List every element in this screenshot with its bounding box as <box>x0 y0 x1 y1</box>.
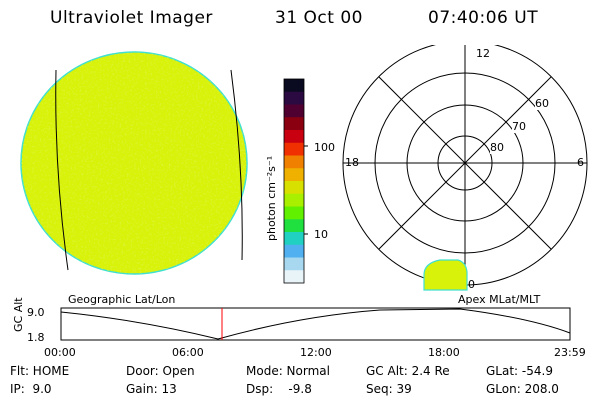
aurora-speckle <box>21 52 247 274</box>
colorbar-step <box>284 244 304 258</box>
gain-status: Gain: 13 <box>126 382 177 396</box>
ip-status: IP: 9.0 <box>10 382 52 396</box>
orbit-xtick-1200: 12:00 <box>300 346 332 359</box>
colorbar-step <box>284 181 304 195</box>
geo-panel-label: Geographic Lat/Lon <box>68 293 176 306</box>
longitude-line-east <box>230 69 243 261</box>
colorbar-step <box>284 91 304 105</box>
colorbar: photon cm⁻²s⁻¹ <box>265 78 308 284</box>
colorbar-scale <box>284 79 304 284</box>
colorbar-step <box>284 257 304 271</box>
colorbar-step <box>284 130 304 144</box>
colorbar-step <box>284 168 304 182</box>
colorbar-step <box>284 155 304 169</box>
lat-label-70: 70 <box>512 120 526 133</box>
lat-label-80: 80 <box>490 141 504 154</box>
orbit-altitude-plot <box>60 307 571 341</box>
mode-status: Mode: Normal <box>246 364 330 378</box>
colorbar-step <box>284 219 304 233</box>
earth-disk-image <box>20 51 248 275</box>
dsp-status: Dsp: -9.8 <box>246 382 312 396</box>
orbit-xtick-0600: 06:00 <box>172 346 204 359</box>
orbit-xtick-2359: 23:59 <box>554 346 586 359</box>
filter-status: Flt: HOME <box>10 364 70 378</box>
polar-mlt-plot <box>342 45 588 291</box>
instrument-title: Ultraviolet Imager <box>50 8 213 28</box>
observation-date: 31 Oct 00 <box>275 8 363 28</box>
altitude-curve <box>60 308 571 340</box>
orbit-ytick-9: 9.0 <box>27 306 45 319</box>
colorbar-unit-label: photon cm⁻²s⁻¹ <box>265 156 278 241</box>
gc-alt-status: GC Alt: 2.4 Re <box>366 364 450 378</box>
lat-label-60: 60 <box>535 97 549 110</box>
orbit-axis-label: GC Alt <box>12 297 25 332</box>
observation-time: 07:40:06 UT <box>428 8 539 28</box>
orbit-xtick-0000: 00:00 <box>44 346 76 359</box>
mlt-label-0: 0 <box>468 278 475 291</box>
colorbar-tick-10: 10 <box>314 228 328 241</box>
door-status: Door: Open <box>126 364 195 378</box>
colorbar-step <box>284 270 304 284</box>
aurora-blob <box>423 259 468 291</box>
glon-status: GLon: 208.0 <box>486 382 559 396</box>
colorbar-step <box>284 193 304 207</box>
colorbar-step <box>284 142 304 156</box>
colorbar-step <box>284 104 304 118</box>
mlt-label-12: 12 <box>476 47 490 60</box>
polar-panel-label: Apex MLat/MLT <box>458 293 541 306</box>
colorbar-step <box>284 232 304 246</box>
seq-status: Seq: 39 <box>366 382 412 396</box>
mlt-label-18: 18 <box>345 156 359 169</box>
colorbar-step <box>284 79 304 93</box>
orbit-xtick-1800: 18:00 <box>428 346 460 359</box>
glat-status: GLat: -54.9 <box>486 364 553 378</box>
colorbar-tick-100: 100 <box>314 141 335 154</box>
orbit-ytick-1-8: 1.8 <box>27 331 45 344</box>
colorbar-step <box>284 206 304 220</box>
colorbar-step <box>284 117 304 131</box>
longitude-line-west <box>55 69 69 271</box>
mlt-label-6: 6 <box>577 156 584 169</box>
